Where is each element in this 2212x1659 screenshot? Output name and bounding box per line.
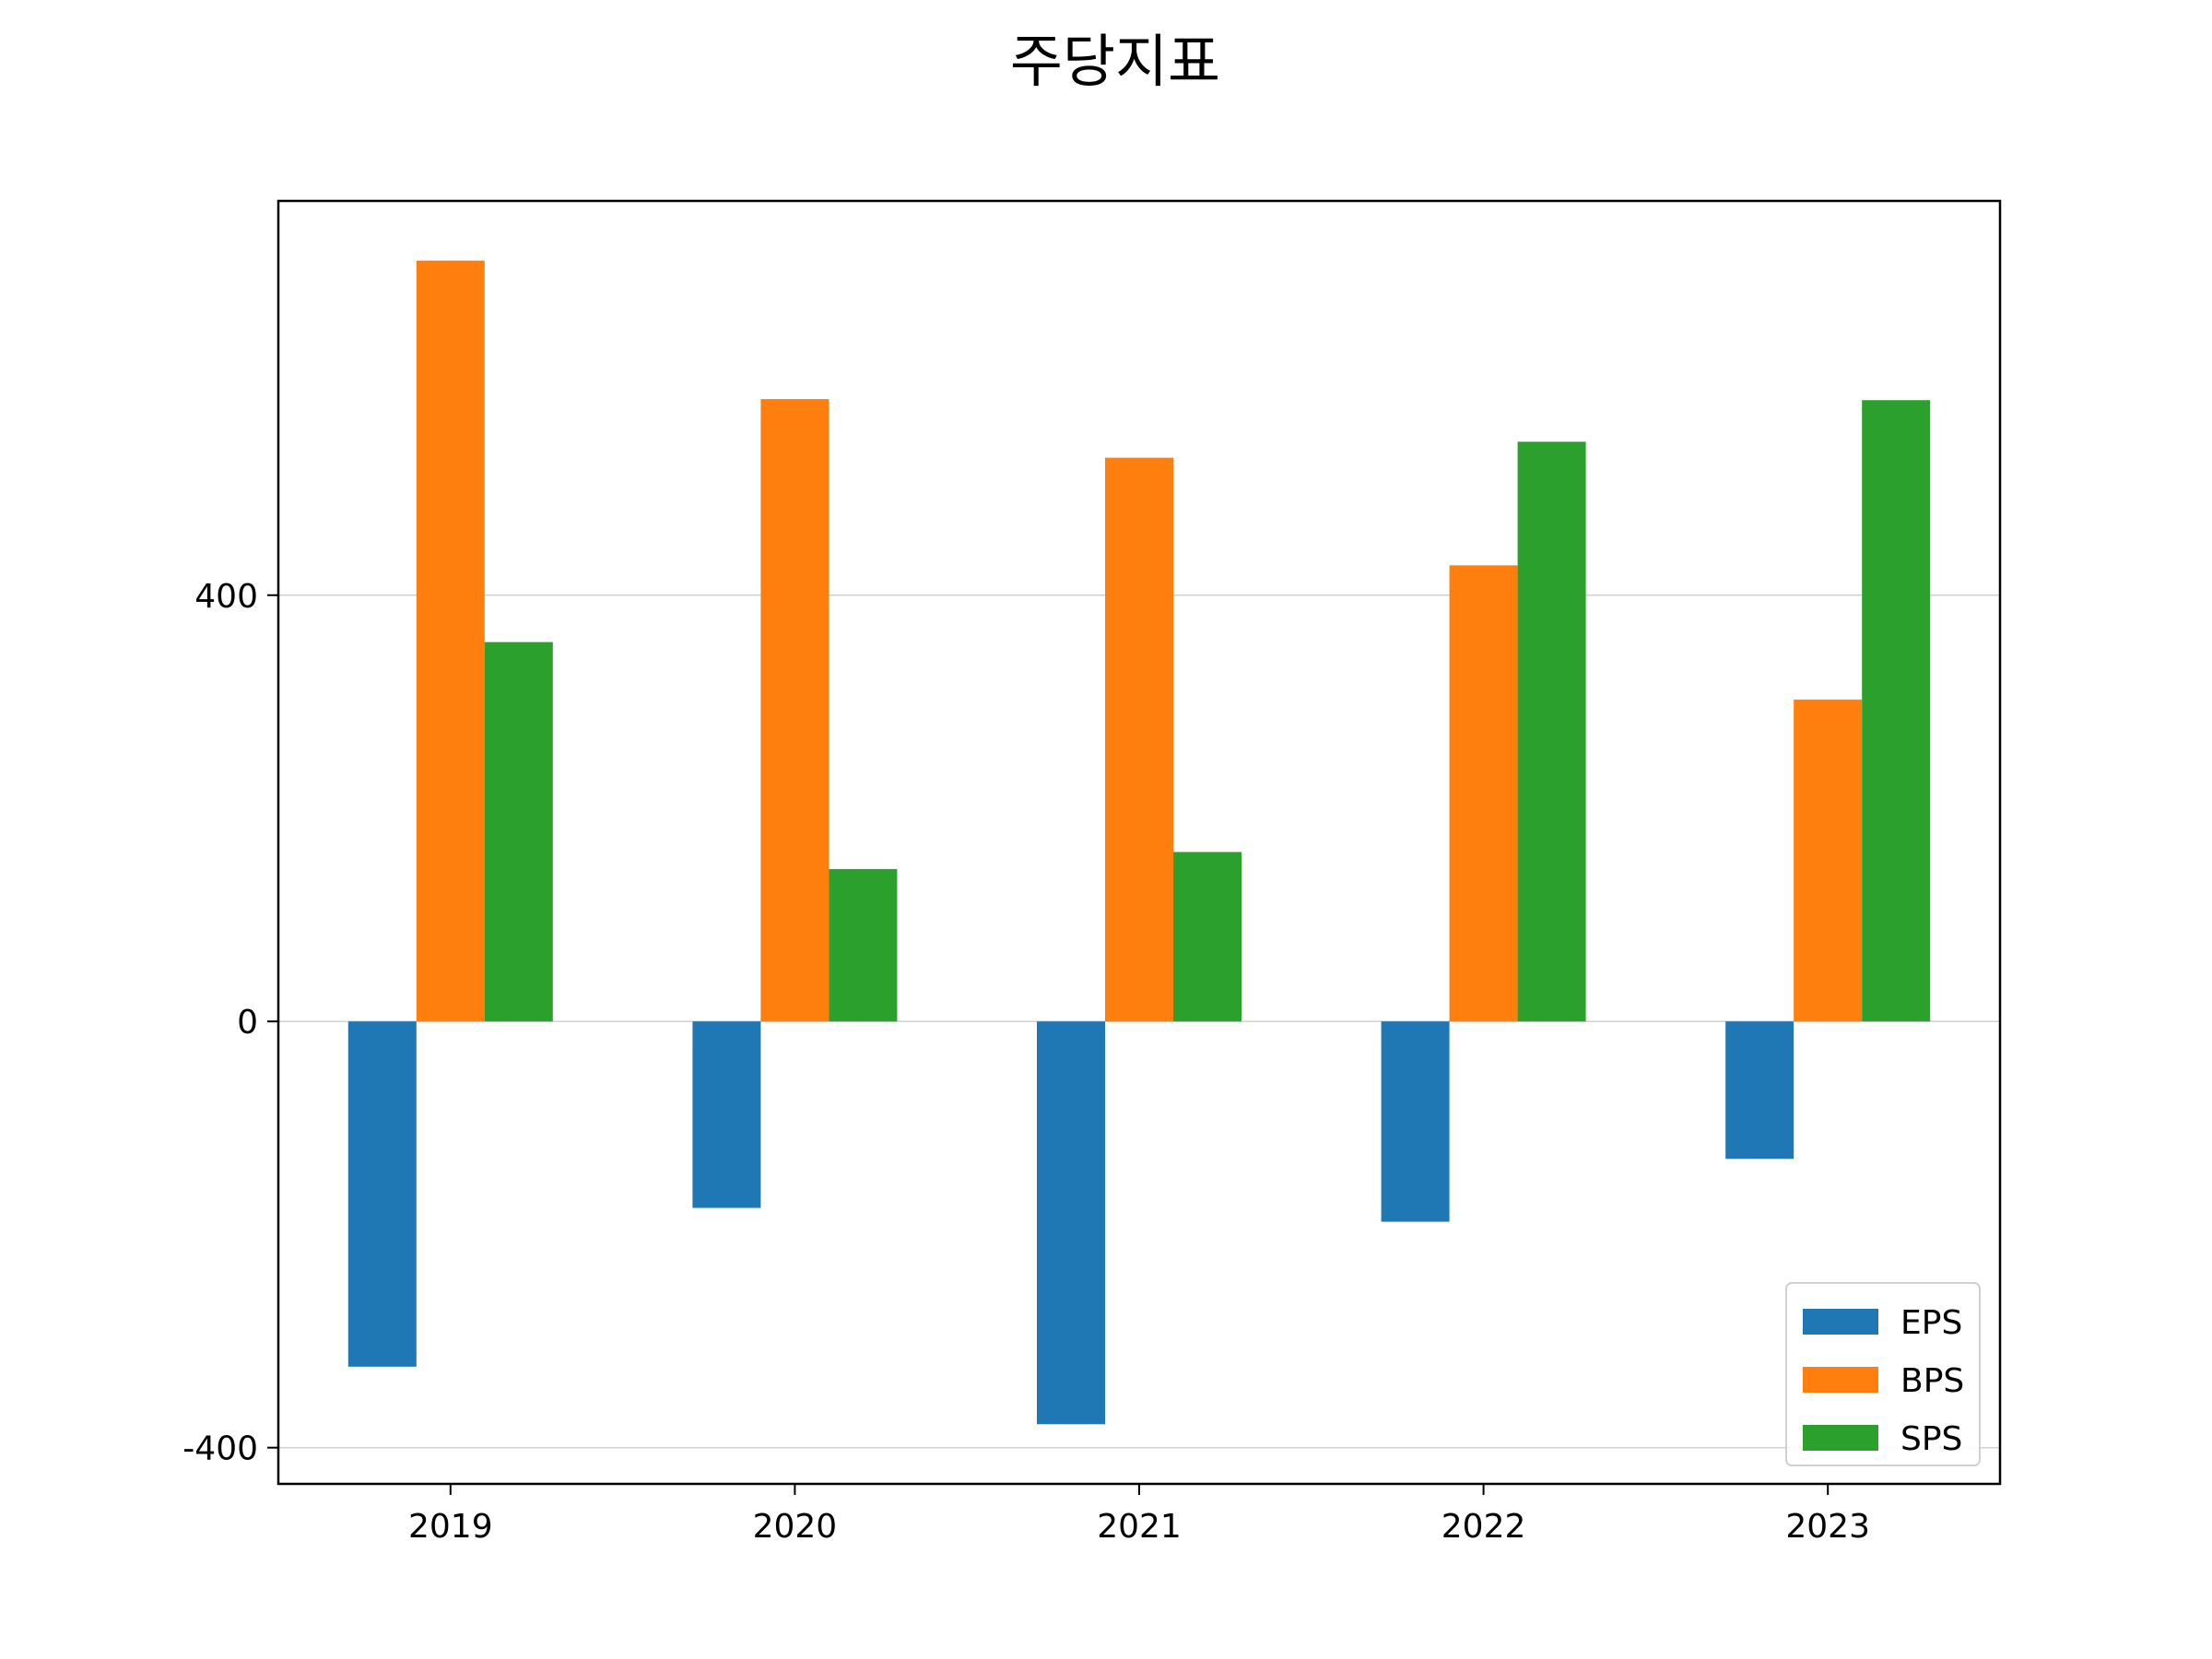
chart-title: 주당지표 — [1010, 28, 1220, 95]
bar-bps-2021 — [1105, 457, 1173, 1022]
bar-bps-2023 — [1794, 700, 1863, 1022]
bar-eps-2022 — [1381, 1021, 1450, 1222]
y-tick-label: -400 — [182, 1430, 258, 1468]
bar-sps-2021 — [1173, 852, 1241, 1022]
bars — [347, 260, 1931, 1425]
bar-sps-2020 — [829, 868, 898, 1022]
y-tick-label: 0 — [237, 1004, 258, 1041]
x-tick-label: 2022 — [1441, 1508, 1526, 1546]
x-axis: 2019 2020 2021 2022 2023 — [408, 1484, 1870, 1546]
x-tick-label: 2020 — [753, 1508, 838, 1546]
x-tick-label: 2021 — [1097, 1508, 1182, 1546]
bar-bps-2019 — [416, 260, 485, 1022]
bar-sps-2023 — [1862, 400, 1931, 1022]
y-axis: -400 0 400 — [182, 578, 278, 1468]
bar-bps-2020 — [760, 399, 830, 1022]
bar-eps-2020 — [692, 1021, 761, 1208]
bar-bps-2022 — [1449, 565, 1518, 1022]
bar-eps-2023 — [1725, 1021, 1794, 1159]
bar-sps-2022 — [1517, 441, 1586, 1022]
bar-eps-2019 — [347, 1021, 417, 1367]
legend-swatch-eps — [1803, 1309, 1878, 1335]
y-tick-label: 400 — [194, 578, 258, 616]
legend-label-bps: BPS — [1900, 1362, 1964, 1400]
legend-swatch-sps — [1803, 1425, 1878, 1451]
legend-swatch-bps — [1803, 1367, 1878, 1393]
bar-eps-2021 — [1037, 1021, 1105, 1425]
bar-sps-2019 — [484, 641, 553, 1022]
legend-label-sps: SPS — [1900, 1420, 1962, 1458]
legend-label-eps: EPS — [1900, 1304, 1962, 1342]
x-tick-label: 2023 — [1785, 1508, 1870, 1546]
x-tick-label: 2019 — [408, 1508, 493, 1546]
legend: EPS BPS SPS — [1785, 1282, 1981, 1466]
